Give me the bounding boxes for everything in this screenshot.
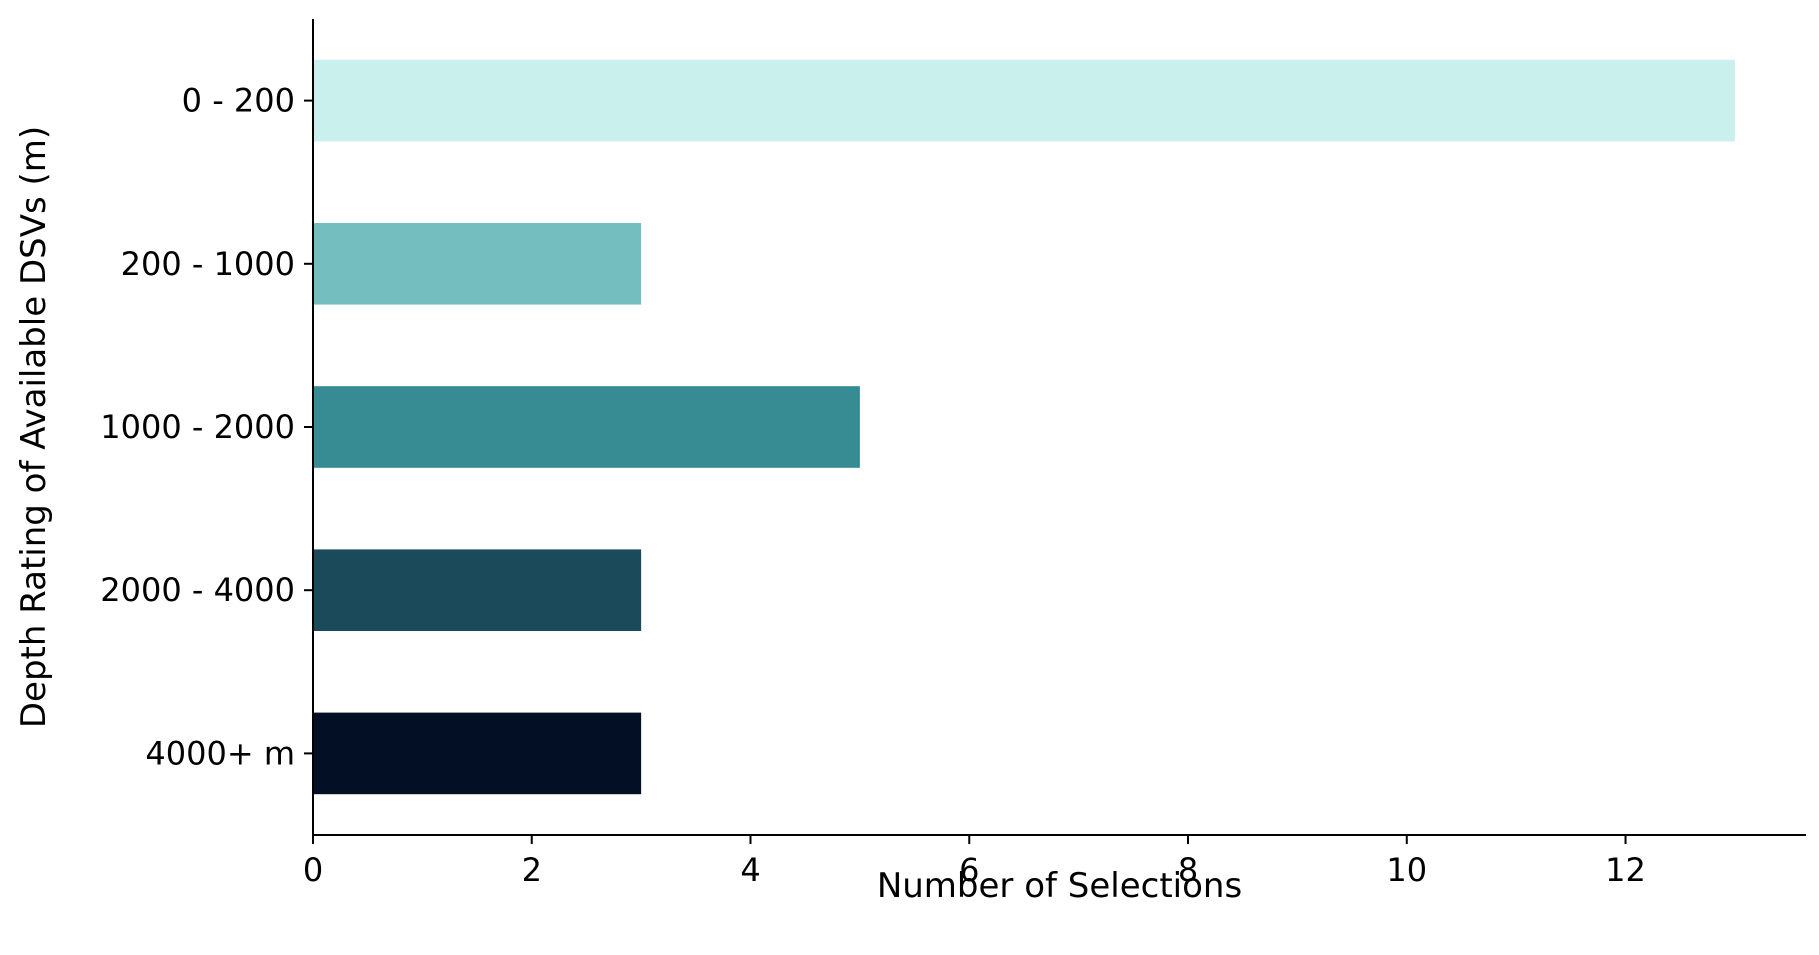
x-tick-label: 4 [740,851,760,889]
bar-1 [313,223,642,305]
bar-3 [313,549,642,631]
bar-4 [313,712,642,795]
x-tick-label: 10 [1386,851,1427,889]
x-axis-title: Number of Selections [877,866,1242,906]
x-tick-label: 6 [959,851,979,889]
bar-0 [313,59,1735,142]
y-ticks-group: 0 - 200 200 - 1000 1000 - 2000 2000 - 4000 4… [100,82,313,772]
x-tick-label: 8 [1178,851,1198,889]
x-tick-label: 12 [1605,851,1646,889]
x-tick-label: 0 [303,851,323,889]
y-tick-label: 200 - 1000 [121,245,295,283]
x-tick-label: 2 [522,851,542,889]
y-tick-label: 1000 - 2000 [100,408,295,446]
bars-group [313,59,1735,795]
x-ticks-group: 0 2 4 6 8 10 12 [303,835,1646,889]
y-tick-label: 2000 - 4000 [100,571,295,609]
y-tick-label: 4000+ m [145,734,295,772]
y-axis-title: Depth Rating of Available DSVs (m) [14,126,54,728]
y-tick-label: 0 - 200 [182,82,295,120]
bar-2 [313,386,860,468]
